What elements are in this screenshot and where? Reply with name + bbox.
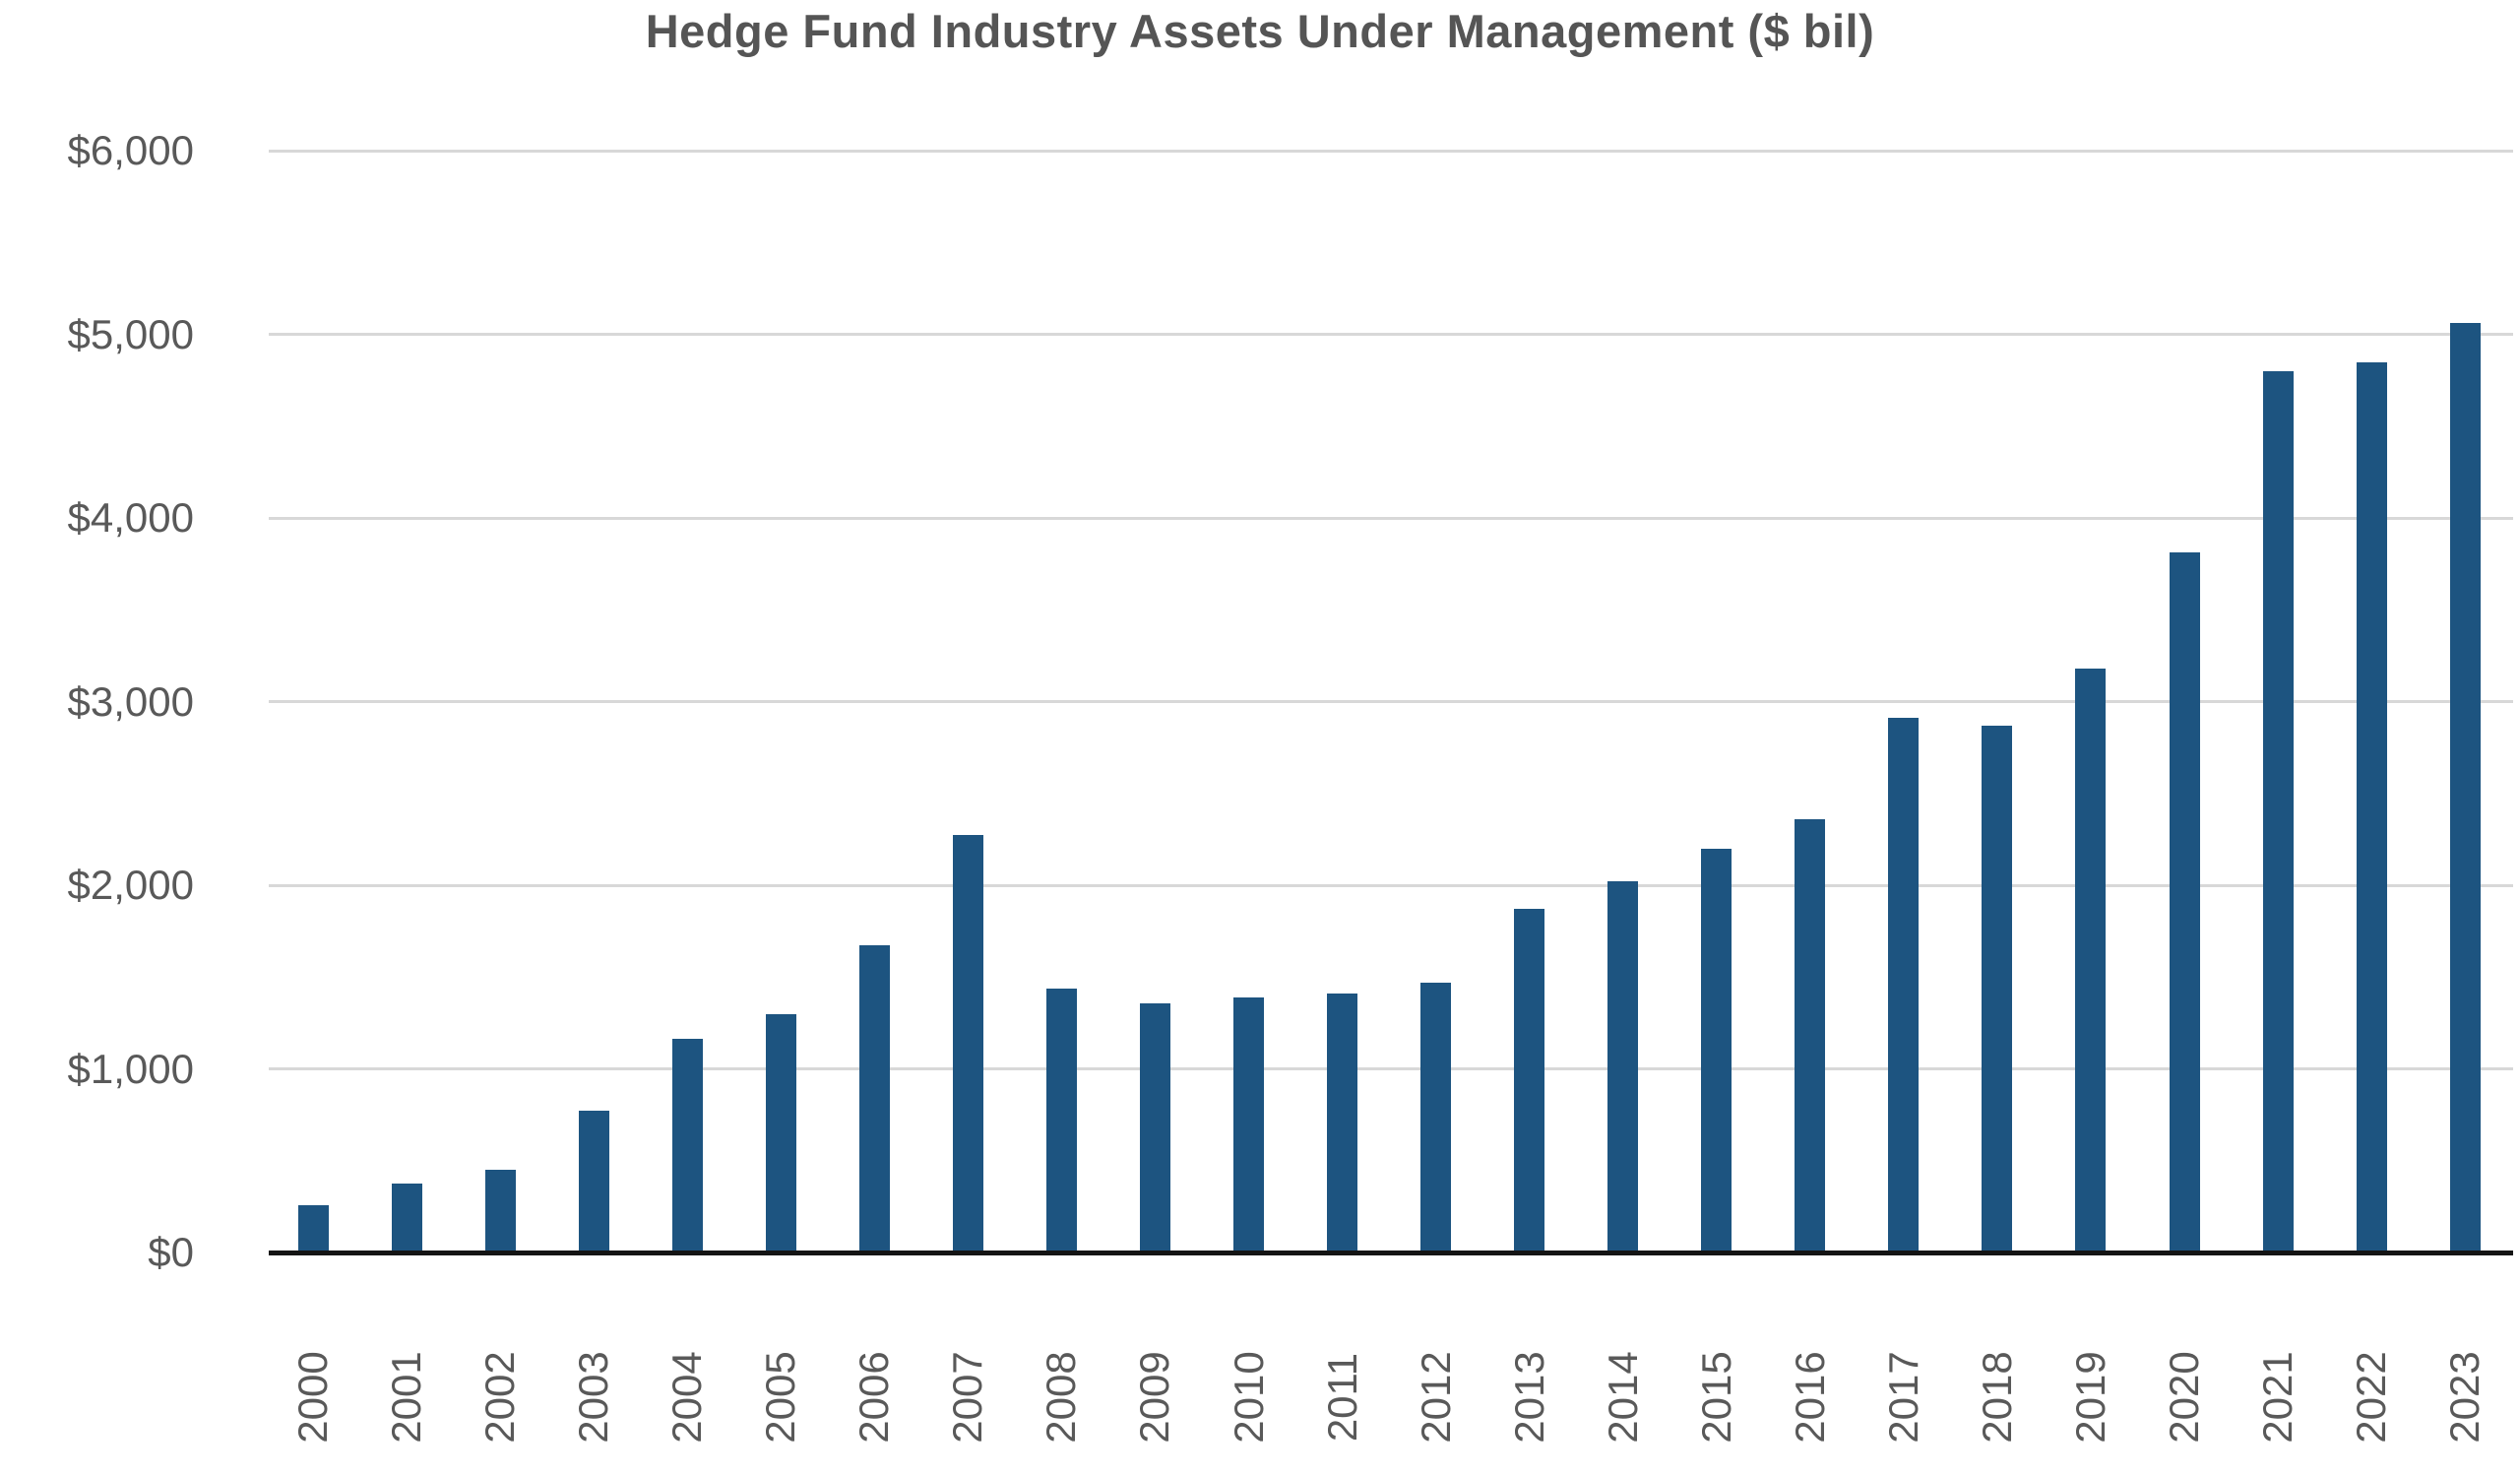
x-axis-tick-label-2004: 2004 — [663, 1351, 711, 1444]
gridline-$4,000 — [269, 516, 2513, 520]
y-axis-tick-label: $3,000 — [67, 677, 194, 725]
x-axis-tick-label-2006: 2006 — [850, 1351, 898, 1444]
bar-2004 — [671, 1038, 703, 1252]
bar-2009 — [1139, 1003, 1170, 1252]
bar-2017 — [1888, 718, 1920, 1252]
x-axis-tick-label-2020: 2020 — [2161, 1351, 2207, 1444]
x-axis-tick-label-2003: 2003 — [570, 1351, 617, 1444]
x-axis-tick-label-2011: 2011 — [1318, 1352, 1365, 1443]
x-axis-tick-label-2018: 2018 — [1973, 1351, 2020, 1444]
bar-2011 — [1327, 994, 1358, 1252]
x-axis-tick-label-2021: 2021 — [2254, 1351, 2301, 1444]
x-axis-tick-label-2023: 2023 — [2441, 1351, 2488, 1444]
y-axis-tick-label: $1,000 — [67, 1045, 194, 1092]
x-axis-tick-label-2005: 2005 — [757, 1351, 804, 1444]
chart-title: Hedge Fund Industry Assets Under Managem… — [645, 5, 1875, 57]
x-axis-tick-label-2016: 2016 — [1786, 1351, 1833, 1444]
x-axis-tick-label-2000: 2000 — [289, 1351, 336, 1444]
x-axis-tick-label-2019: 2019 — [2066, 1351, 2113, 1444]
bar-2021 — [2262, 370, 2294, 1252]
y-axis-tick-label: $0 — [148, 1229, 194, 1275]
bar-2010 — [1233, 996, 1264, 1252]
bar-2003 — [578, 1111, 609, 1252]
x-axis-tick-label-2002: 2002 — [476, 1351, 524, 1444]
y-axis-tick-label: $4,000 — [67, 494, 194, 541]
bar-2002 — [484, 1170, 516, 1252]
bar-2001 — [391, 1184, 422, 1252]
bar-2015 — [1701, 848, 1732, 1252]
x-axis-tick-label-2012: 2012 — [1412, 1351, 1459, 1444]
x-axis-tick-label-2001: 2001 — [383, 1351, 430, 1444]
bar-2012 — [1420, 982, 1452, 1252]
gridline-$1,000 — [269, 1067, 2513, 1070]
bar-2005 — [765, 1013, 796, 1252]
bar-2016 — [1795, 818, 1826, 1252]
bar-2019 — [2075, 668, 2107, 1252]
bar-2018 — [1982, 725, 2013, 1252]
x-axis-tick-label-2009: 2009 — [1131, 1351, 1178, 1444]
bar-2000 — [297, 1204, 329, 1252]
x-axis-tick-label-2022: 2022 — [2348, 1351, 2395, 1444]
bar-2006 — [858, 944, 890, 1252]
bar-2008 — [1045, 989, 1077, 1252]
gridline-$3,000 — [269, 700, 2513, 703]
gridline-$2,000 — [269, 883, 2513, 887]
x-axis-tick-label-2014: 2014 — [1599, 1351, 1646, 1444]
x-axis-tick-label-2013: 2013 — [1505, 1351, 1552, 1444]
x-axis-tick-label-2010: 2010 — [1225, 1351, 1272, 1444]
x-axis-tick-label-2008: 2008 — [1038, 1351, 1085, 1444]
bar-2014 — [1607, 881, 1639, 1252]
y-axis-tick-label: $2,000 — [67, 862, 194, 908]
gridline-$6,000 — [269, 149, 2513, 153]
x-axis-tick-label-2007: 2007 — [944, 1351, 991, 1444]
bar-2013 — [1514, 909, 1545, 1252]
y-axis-tick-label: $5,000 — [67, 310, 194, 357]
bar-2023 — [2449, 323, 2481, 1252]
bar-2007 — [952, 834, 983, 1252]
x-axis-line — [269, 1251, 2513, 1255]
gridline-$5,000 — [269, 333, 2513, 336]
y-axis-tick-label: $6,000 — [67, 127, 194, 173]
x-axis-tick-label-2015: 2015 — [1692, 1351, 1739, 1444]
x-axis-tick-label-2017: 2017 — [1879, 1351, 1926, 1444]
bar-2020 — [2169, 551, 2200, 1252]
bar-2022 — [2356, 362, 2387, 1252]
